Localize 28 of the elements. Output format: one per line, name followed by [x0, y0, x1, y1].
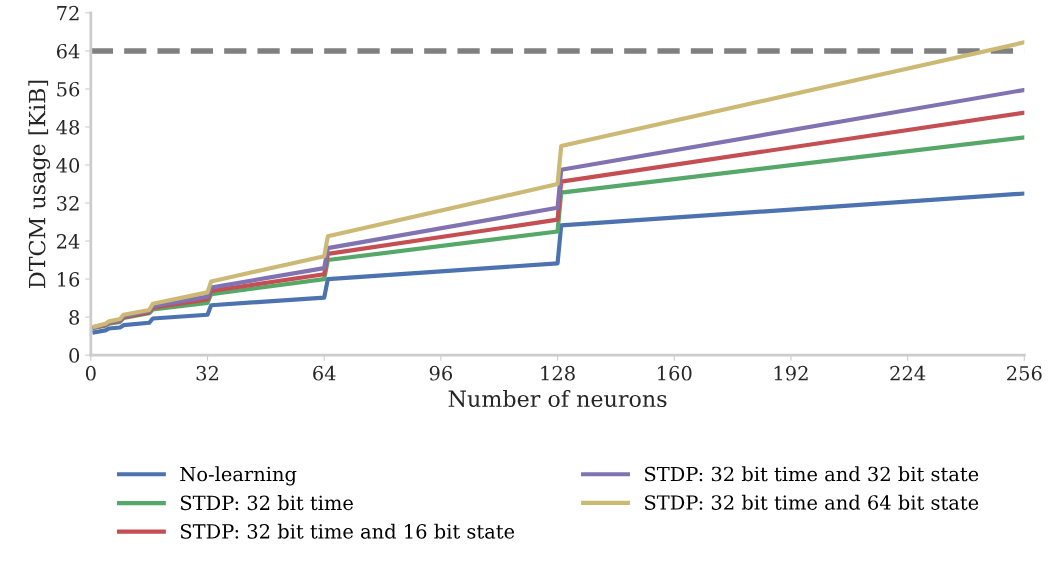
y-tick-label: 40 — [56, 157, 80, 173]
y-tick-label: 32 — [57, 195, 79, 211]
y-tick-label: 16 — [58, 272, 80, 287]
legend-label: STDP: 32 bit time — [180, 495, 353, 511]
x-tick-label: 224 — [890, 365, 926, 381]
legend-label: STDP: 32 bit time and 32 bit state — [645, 466, 979, 482]
x-tick-label: 64 — [313, 365, 336, 381]
legend-label: No-learning — [180, 466, 297, 486]
y-tick-label: 56 — [57, 81, 80, 97]
y-tick-label: 8 — [69, 310, 80, 325]
legend-label: STDP: 32 bit time and 16 bit state — [180, 523, 515, 539]
x-tick-label: 0 — [85, 365, 96, 381]
y-axis-title: DTCM usage [KiB] — [28, 80, 51, 288]
y-tick-label: 24 — [56, 234, 80, 249]
x-tick-label: 128 — [541, 365, 575, 381]
line-series — [92, 191, 1025, 335]
x-tick-label: 160 — [658, 365, 692, 381]
y-tick-label: 72 — [57, 5, 79, 21]
y-tick-label: 48 — [56, 119, 80, 135]
x-tick-label: 192 — [774, 365, 808, 381]
x-tick-label: 256 — [1007, 365, 1042, 381]
x-tick-label: 32 — [196, 365, 218, 381]
x-tick-label: 96 — [429, 365, 453, 381]
y-tick-label: 64 — [56, 43, 80, 59]
x-axis-title: Number of neurons — [448, 389, 667, 408]
y-tick-label: 0 — [69, 348, 80, 363]
line-series — [92, 40, 1025, 329]
legend-label: STDP: 32 bit time and 64 bit state — [645, 494, 979, 510]
